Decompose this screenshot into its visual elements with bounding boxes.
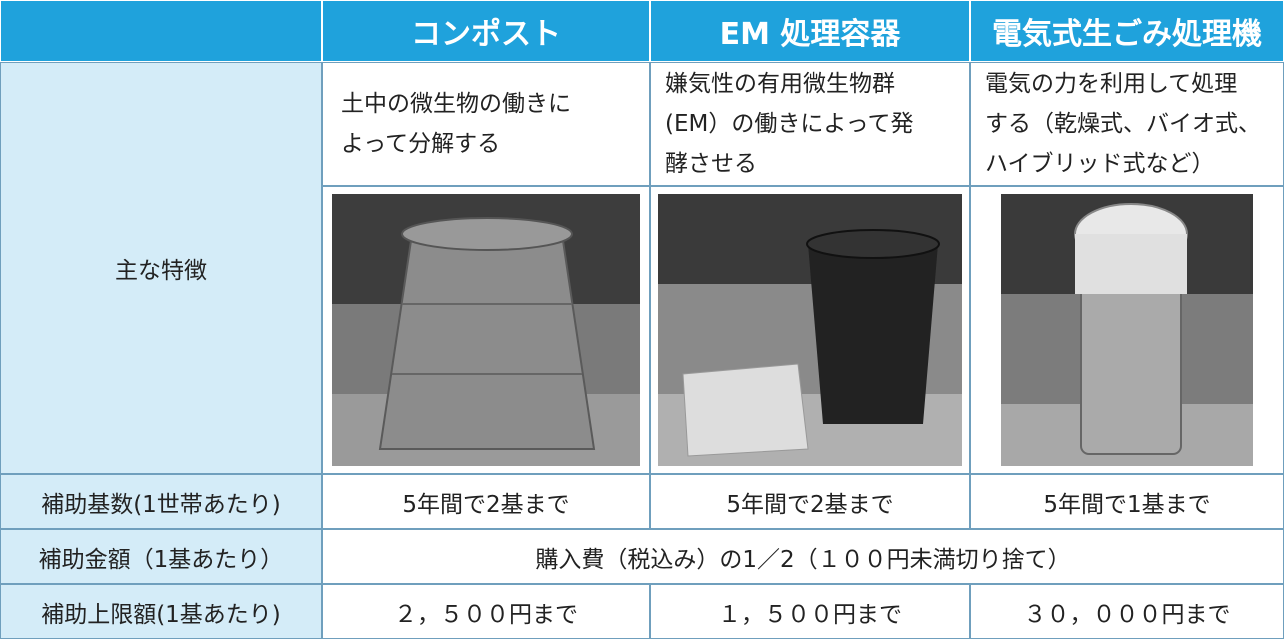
- text-line: 電気の力を利用して処理: [985, 71, 1238, 97]
- text-line: 嫌気性の有用微生物群: [665, 71, 895, 97]
- row-label: 補助金額（1基あたり）: [0, 529, 322, 584]
- cell: 5年間で1基まで: [970, 474, 1284, 529]
- photo-cell: [970, 186, 1284, 474]
- photo-compost: [332, 194, 640, 466]
- header-cell: コンポスト: [322, 0, 650, 62]
- cell: ３０，０００円まで: [970, 584, 1284, 639]
- header-blank: [0, 0, 322, 62]
- row-label: 補助上限額(1基あたり): [0, 584, 322, 639]
- text-line: ハイブリッド式など）: [985, 151, 1215, 177]
- cell: 5年間で2基まで: [322, 474, 650, 529]
- description: 土中の微生物の働きに よって分解する: [322, 62, 650, 186]
- description: 電気の力を利用して処理 する（乾燥式、バイオ式、 ハイブリッド式など）: [970, 62, 1284, 186]
- text-line: する（乾燥式、バイオ式、: [985, 111, 1261, 137]
- cell: ２，５００円まで: [322, 584, 650, 639]
- cell: 購入費（税込み）の1／2（１００円未満切り捨て）: [322, 529, 1284, 584]
- photo-electric: [1001, 194, 1253, 466]
- row-label: 主な特徴: [0, 62, 322, 474]
- row-label: 補助基数(1世帯あたり): [0, 474, 322, 529]
- photo-em: [658, 194, 962, 466]
- photo-cell: [322, 186, 650, 474]
- header-cell: 電気式生ごみ処理機: [970, 0, 1284, 62]
- text-line: 酵させる: [665, 151, 757, 177]
- cell: 5年間で2基まで: [650, 474, 970, 529]
- photo-cell: [650, 186, 970, 474]
- text-line: よって分解する: [341, 131, 501, 157]
- description: 嫌気性の有用微生物群 (EM）の働きによって発 酵させる: [650, 62, 970, 186]
- text-line: 土中の微生物の働きに: [341, 91, 571, 117]
- text-line: (EM）の働きによって発: [665, 111, 914, 137]
- header-cell: EM 処理容器: [650, 0, 970, 62]
- cell: １，５００円まで: [650, 584, 970, 639]
